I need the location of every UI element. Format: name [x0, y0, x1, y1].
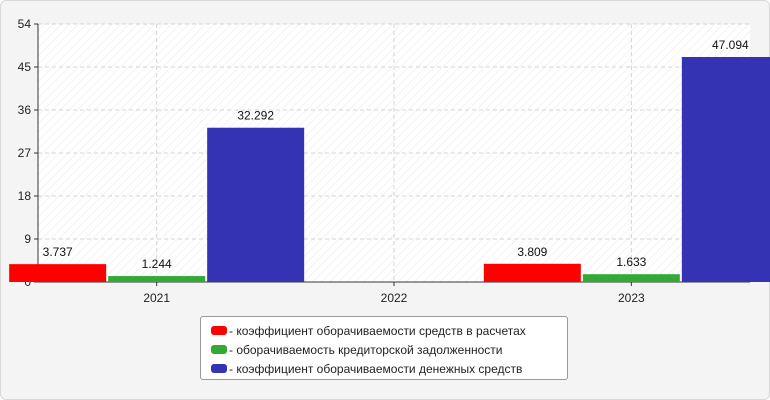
legend-label: - коэффициент оборачиваемости денежных с…: [229, 361, 523, 376]
bar-value-label: 3.809: [517, 245, 547, 259]
bar: [582, 274, 680, 282]
bar: [108, 276, 206, 282]
bar-value-label: 47.094: [712, 38, 749, 52]
legend-label: - коэффициент оборачиваемости средств в …: [229, 323, 526, 338]
x-tick-label: 2022: [381, 291, 408, 305]
bar-value-label: 32.292: [237, 109, 274, 123]
bars: [9, 56, 770, 283]
data-labels: 3.737 1.244 32.292 3.809 1.633 47.094: [43, 38, 749, 271]
legend-swatch-red: [211, 326, 227, 335]
legend-item: - коэффициент оборачиваемости денежных с…: [211, 359, 559, 378]
legend-label: - оборачиваемость кредиторской задолженн…: [229, 342, 503, 357]
y-tick-label: 45: [18, 60, 32, 74]
y-tick-label: 18: [18, 189, 32, 203]
legend-item: - оборачиваемость кредиторской задолженн…: [211, 340, 559, 359]
y-tick-label: 9: [24, 232, 31, 246]
y-tick-label: 36: [18, 103, 32, 117]
bar: [681, 56, 770, 283]
x-tick-labels: 2021 2022 2023: [143, 282, 645, 305]
x-tick-label: 2021: [143, 291, 170, 305]
y-tick-label: 54: [18, 17, 32, 31]
legend-item: - коэффициент оборачиваемости средств в …: [211, 321, 559, 340]
bar-value-label: 1.633: [616, 255, 646, 269]
bar-value-label: 3.737: [43, 245, 73, 259]
x-tick-label: 2023: [618, 291, 645, 305]
legend-swatch-blue: [211, 364, 227, 373]
chart-legend: - коэффициент оборачиваемости средств в …: [200, 316, 568, 380]
y-tick-labels: 091827364554: [18, 17, 38, 289]
bar: [207, 127, 305, 282]
bar-value-label: 1.244: [142, 257, 172, 271]
y-tick-label: 27: [18, 146, 32, 160]
bar: [9, 264, 107, 282]
gridlines: [38, 23, 750, 282]
legend-swatch-green: [211, 345, 227, 354]
bar: [483, 263, 581, 282]
